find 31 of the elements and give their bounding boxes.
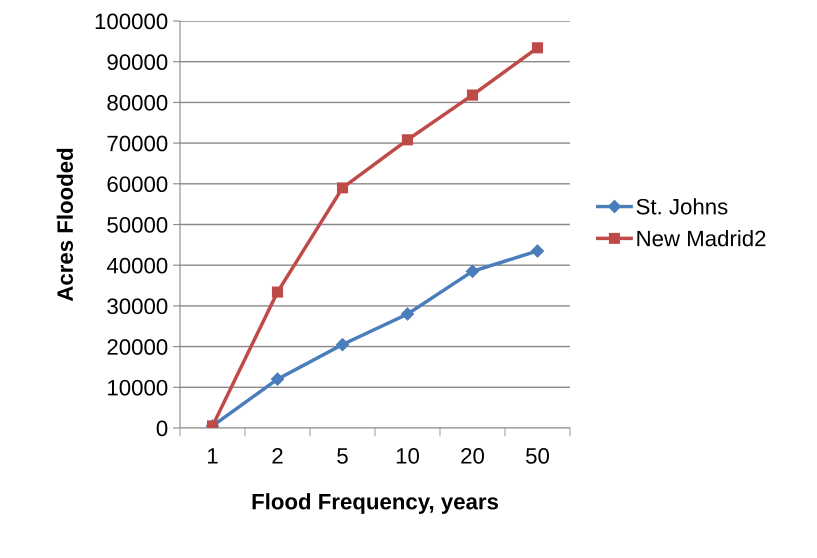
y-tick-label: 70000 (108, 136, 168, 152)
y-tick-label: 80000 (107, 94, 168, 111)
legend-label: New Madrid2 (637, 230, 766, 246)
legend-label: St. Johns (636, 198, 728, 215)
x-tick-label: 50 (526, 448, 549, 464)
x-tick-label: 1 (208, 448, 218, 464)
x-axis-title: Flood Frequency, years (252, 493, 498, 514)
y-tick-label: 90000 (107, 54, 168, 70)
x-tick-label: 5 (337, 448, 348, 464)
x-tick-label: 10 (396, 448, 419, 464)
y-tick-label: 40000 (106, 258, 168, 274)
point (466, 90, 478, 101)
y-tick-label: 30000 (107, 298, 168, 314)
x-tick-label: 20 (461, 448, 484, 464)
point (466, 264, 480, 278)
point (270, 372, 284, 386)
point (400, 307, 414, 321)
y-tick-label: 10000 (108, 380, 168, 396)
y-axis-title: Acres Flooded (56, 148, 73, 302)
point (272, 286, 284, 298)
x-tick-label: 2 (272, 448, 283, 464)
y-tick-label: 0 (156, 420, 168, 436)
point (530, 244, 544, 258)
y-tick-label: 50000 (107, 217, 168, 233)
y-tick-label: 100000 (96, 14, 168, 30)
point (402, 134, 414, 146)
point (532, 42, 544, 54)
point (336, 182, 348, 194)
y-tick-label: 20000 (108, 339, 168, 355)
y-tick-label: 60000 (108, 176, 168, 192)
point (336, 338, 350, 352)
